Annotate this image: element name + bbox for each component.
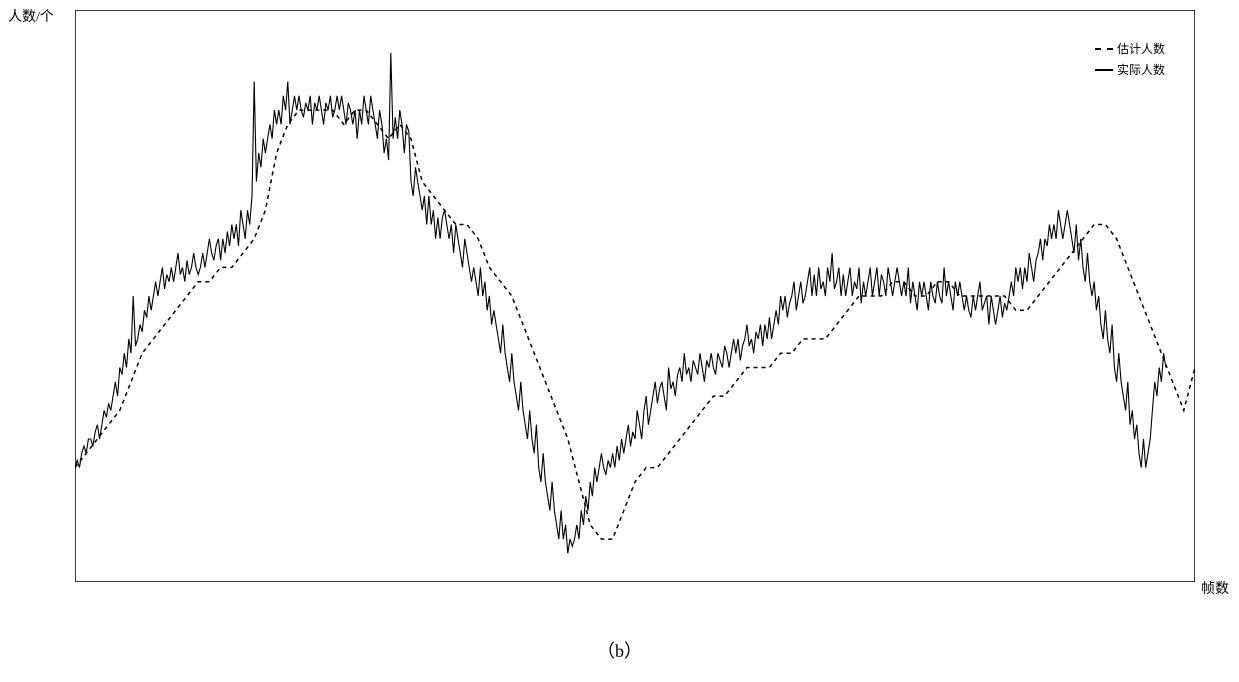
legend-item: 实际人数: [1095, 61, 1165, 78]
sub-caption: （b）: [0, 637, 1239, 663]
legend-item: 估计人数: [1095, 40, 1165, 57]
x-axis-label: 帧数: [1201, 578, 1229, 598]
chart-area: 0501001502002503003504004505000510152025…: [75, 10, 1195, 582]
y-axis-label: 人数/个: [8, 6, 54, 26]
legend-swatch: [1095, 48, 1113, 50]
line-chart-svg: 0501001502002503003504004505000510152025…: [75, 10, 1195, 582]
legend-label: 估计人数: [1117, 40, 1165, 57]
page-root: 人数/个 05010015020025030035040045050005101…: [0, 0, 1239, 682]
legend-swatch: [1095, 69, 1113, 71]
legend-label: 实际人数: [1117, 61, 1165, 78]
legend: 估计人数实际人数: [1095, 40, 1165, 82]
